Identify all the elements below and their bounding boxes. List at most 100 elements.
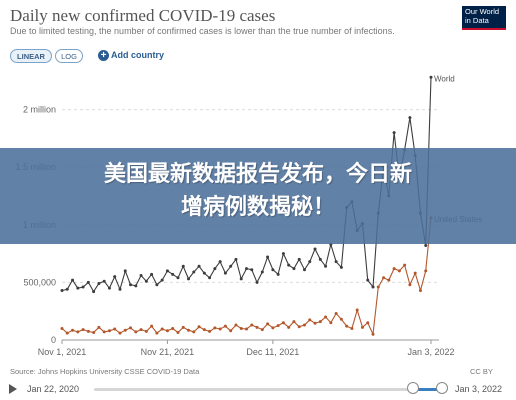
data-point-world [187,277,191,281]
data-point-united-states [165,329,169,333]
data-point-world [297,257,301,261]
data-point-world [86,280,90,284]
license-link[interactable]: CC BY [470,367,493,376]
data-point-world [107,286,111,290]
data-point-united-states [97,325,101,329]
y-tick-label: 2 million [23,105,56,115]
data-point-united-states [382,276,386,280]
data-point-world [134,284,138,288]
headline-text: 美国最新数据报告发布，今日新 增病例数揭秘！ [0,158,516,224]
x-tick-label: Nov 1, 2021 [38,347,87,357]
data-point-united-states [134,330,138,334]
data-point-world [266,255,270,259]
data-point-united-states [308,318,312,322]
data-point-united-states [292,320,296,324]
logo-line-1: Our World [465,7,500,16]
data-point-world [192,270,196,274]
data-point-world [165,269,169,273]
add-country-button[interactable]: + Add country [98,50,164,61]
data-point-united-states [60,326,64,330]
headline-banner [0,148,516,244]
data-point-united-states [123,328,127,332]
log-scale-button[interactable]: LOG [55,49,83,63]
data-point-united-states [223,324,227,328]
data-point-united-states [392,267,396,271]
data-point-united-states [192,330,196,334]
data-point-united-states [329,321,333,325]
data-point-world [292,267,296,271]
linear-scale-button[interactable]: LINEAR [10,49,52,63]
data-point-world [97,282,101,286]
data-point-world [139,273,143,277]
data-point-united-states [350,326,354,330]
data-point-united-states [86,329,90,333]
data-point-united-states [171,326,175,330]
data-point-united-states [276,324,280,328]
data-point-world [171,272,175,276]
owid-logo[interactable]: Our World in Data [462,6,506,30]
data-point-world [276,272,280,276]
data-point-united-states [339,317,343,321]
data-point-world [81,285,85,289]
data-point-united-states [160,327,164,331]
timeline-track[interactable] [94,388,448,391]
data-point-united-states [213,326,217,330]
data-point-united-states [92,331,96,335]
data-point-united-states [187,328,191,332]
data-point-united-states [239,326,243,330]
data-point-world [318,257,322,261]
data-point-world [213,267,217,271]
data-point-world [371,285,375,289]
logo-line-2: in Data [465,15,489,25]
play-icon[interactable] [9,384,17,394]
data-point-world [287,263,291,267]
data-point-united-states [234,323,238,327]
data-point-united-states [65,331,69,335]
data-point-united-states [318,320,322,324]
data-point-united-states [155,331,159,335]
data-point-world [144,279,148,283]
timeline-bar: Jan 22, 2020 Jan 3, 2022 [0,379,516,400]
data-point-world [113,275,117,279]
data-point-united-states [302,323,306,327]
data-point-united-states [387,278,391,282]
data-point-united-states [360,325,364,329]
data-point-united-states [345,324,349,328]
chart-subtitle: Due to limited testing, the number of co… [10,26,395,36]
headline-line-1: 美国最新数据报告发布，今日新 [103,162,412,187]
data-point-world [260,270,264,274]
data-point-united-states [229,329,233,333]
data-point-united-states [107,329,111,333]
timeline-start-handle[interactable] [407,382,419,394]
x-tick-label: Dec 11, 2021 [246,347,299,357]
data-point-world [271,268,275,272]
data-point-united-states [260,328,264,332]
data-point-world [118,287,122,291]
data-point-world [250,268,254,272]
data-point-world [339,265,343,269]
data-point-united-states [102,330,106,334]
data-point-united-states [202,328,206,332]
data-point-world [313,247,317,251]
data-point-world [160,278,164,282]
data-point-world [234,257,238,261]
data-point-world [308,260,312,264]
data-point-world [218,260,222,264]
data-point-united-states [424,269,428,273]
timeline-end-handle[interactable] [436,382,448,394]
data-point-united-states [113,327,117,331]
data-point-united-states [287,325,291,329]
data-point-world [202,271,206,275]
data-point-world [197,264,201,268]
data-point-world [181,264,185,268]
data-point-world [302,268,306,272]
data-point-world [324,264,328,268]
data-point-world [366,278,370,282]
data-point-united-states [144,329,148,333]
data-point-world [239,277,243,281]
data-point-world [229,264,233,268]
data-point-united-states [376,285,380,289]
timeline-end-date: Jan 3, 2022 [455,384,503,394]
y-tick-label: 0 [51,335,56,345]
data-point-world [429,75,433,79]
